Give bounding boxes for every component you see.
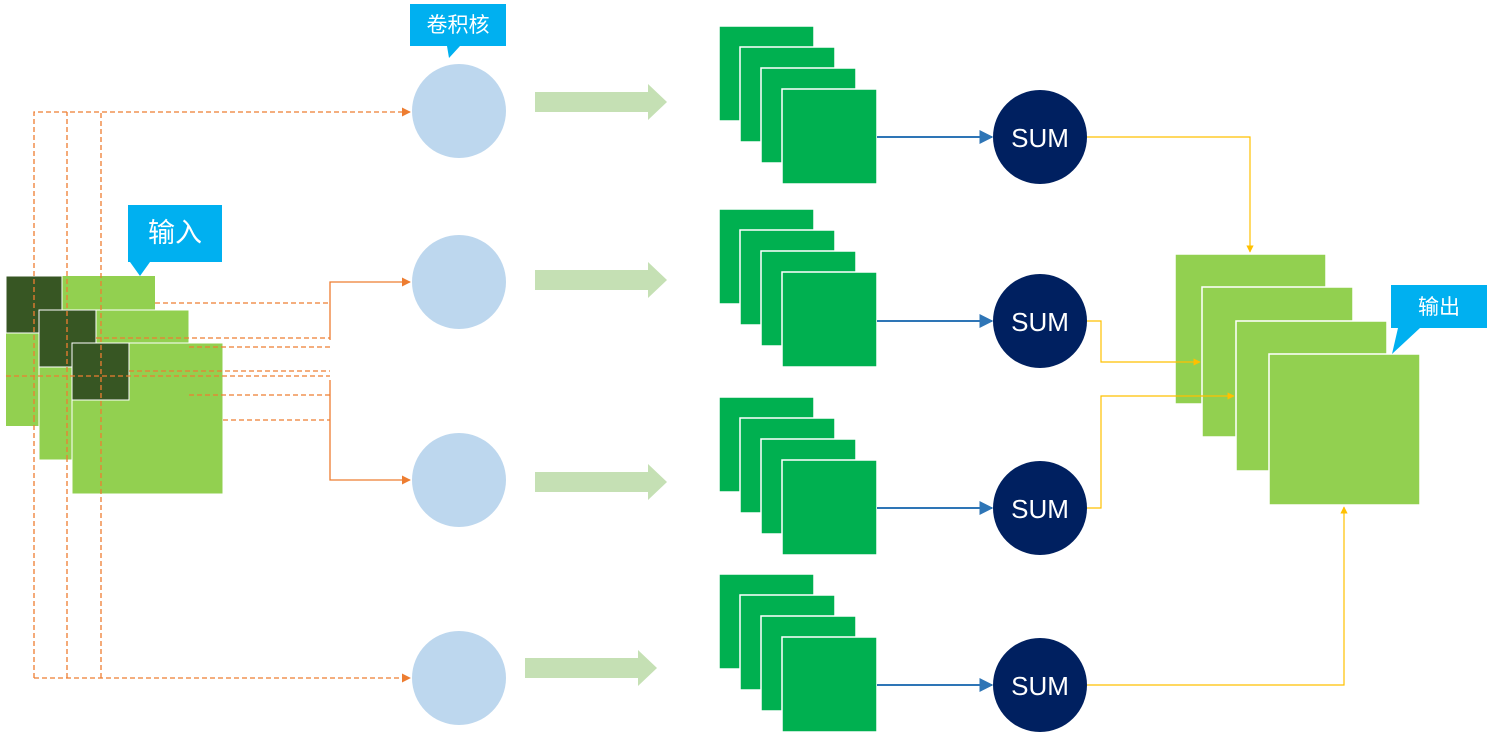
input-callout: 输入: [128, 205, 222, 276]
flow-arrow-2: [535, 262, 667, 298]
feature-stack-3: [718, 396, 878, 556]
feature-stack-2: [718, 208, 878, 368]
sum-label-4: SUM: [1011, 671, 1069, 701]
sum-node-3: [993, 461, 1087, 555]
input-label: 输入: [148, 218, 202, 249]
input-to-kernel-connectors: [6, 107, 411, 683]
kernel-callout: 卷积核: [410, 4, 506, 58]
sum-label-1: SUM: [1011, 123, 1069, 153]
sum-node-4: [993, 638, 1087, 732]
kernel-node-1: [412, 64, 506, 158]
feature-to-sum-connectors: [877, 130, 994, 692]
kernel-node-2: [412, 235, 506, 329]
sum-node-2: [993, 274, 1087, 368]
sum-label-2: SUM: [1011, 307, 1069, 337]
kernel-branch-connectors: [329, 277, 411, 485]
sum-to-output-connectors: [1087, 136, 1348, 686]
output-layer-4: [1268, 353, 1421, 506]
output-stack: [1174, 253, 1421, 506]
sum-label-3: SUM: [1011, 494, 1069, 524]
kernel-node-3: [412, 433, 506, 527]
output-label: 输出: [1418, 295, 1460, 319]
kernels: [412, 64, 506, 725]
feature-stack-1: [718, 25, 878, 185]
flow-arrow-3: [535, 464, 667, 500]
kernel-node-4: [412, 631, 506, 725]
input-stack: [5, 275, 224, 495]
feature-stack-4: [718, 573, 878, 733]
sum-node-1: [993, 90, 1087, 184]
output-callout: 输出: [1391, 285, 1487, 354]
flow-arrow-4: [525, 650, 657, 686]
kernel-label: 卷积核: [427, 13, 490, 37]
flow-arrows: [525, 84, 667, 686]
sum-nodes: SUM SUM SUM SUM: [993, 90, 1087, 732]
flow-arrow-1: [535, 84, 667, 120]
